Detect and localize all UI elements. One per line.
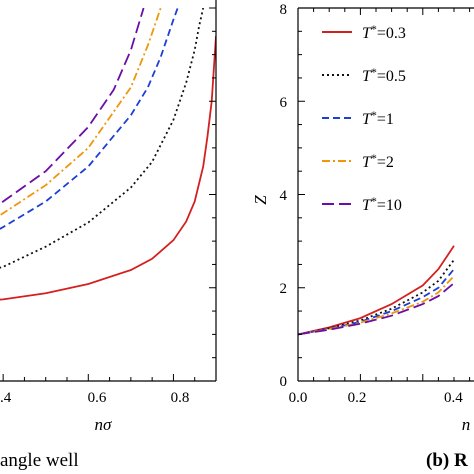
- legend-label: T*=10: [362, 194, 402, 214]
- series-line: [298, 259, 455, 336]
- right-ytick-label: 8: [280, 2, 288, 18]
- right-x-axis-label: n: [462, 415, 471, 434]
- series-line: [0, 8, 145, 205]
- right-ytick-label: 0: [280, 374, 288, 390]
- left-ticks: [2, 7, 217, 382]
- left-xtick-label: 0.8: [171, 390, 190, 406]
- right-curves: [298, 245, 455, 336]
- legend: T*=0.3 T*=0.5 T*=1 T*=2 T*=10: [322, 22, 406, 214]
- legend-label: T*=2: [362, 151, 394, 171]
- series-line: [0, 8, 162, 217]
- right-xtick-label: 0.0: [289, 390, 308, 406]
- left-x-axis-label: nσ: [95, 415, 113, 434]
- legend-label: T*=0.5: [362, 65, 406, 85]
- right-y-axis-label: Z: [251, 195, 270, 205]
- right-panel: 0 2 4 6 8 0.0 0.2 0.4 n Z (b) R T*=0.3T*…: [251, 2, 474, 471]
- right-ticks: [297, 7, 471, 382]
- right-caption: (b) R: [426, 450, 468, 471]
- right-ytick-label: 2: [280, 281, 288, 297]
- series-line: [298, 282, 455, 336]
- series-line: [0, 35, 216, 301]
- left-curves: [0, 8, 216, 301]
- right-ytick-label: 6: [280, 95, 288, 111]
- left-xtick-label: 0.6: [88, 390, 107, 406]
- series-line: [0, 8, 179, 230]
- left-xtick-label: .4: [0, 390, 12, 406]
- series-line: [298, 245, 455, 336]
- left-caption: angle well: [0, 450, 79, 471]
- left-panel: .4 0.6 0.8 nσ angle well: [0, 0, 217, 471]
- legend-label: T*=1: [362, 108, 394, 128]
- series-line: [298, 268, 455, 336]
- right-ytick-label: 4: [280, 188, 288, 204]
- legend-label: T*=0.3: [362, 22, 406, 42]
- series-line: [298, 275, 455, 336]
- right-xtick-label: 0.2: [348, 390, 367, 406]
- series-line: [0, 8, 205, 269]
- right-xtick-label: 0.4: [444, 390, 463, 406]
